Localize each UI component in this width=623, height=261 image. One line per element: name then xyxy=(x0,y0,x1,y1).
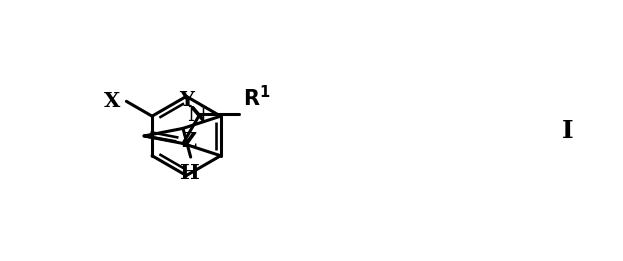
Text: X: X xyxy=(104,91,120,111)
Text: Y: Y xyxy=(179,90,194,110)
Text: I: I xyxy=(561,119,573,143)
Text: H: H xyxy=(180,163,199,183)
Text: N: N xyxy=(187,105,206,126)
Text: Z: Z xyxy=(181,132,196,151)
Text: $\mathbf{R}^{\mathbf{1}}$: $\mathbf{R}^{\mathbf{1}}$ xyxy=(244,85,271,110)
